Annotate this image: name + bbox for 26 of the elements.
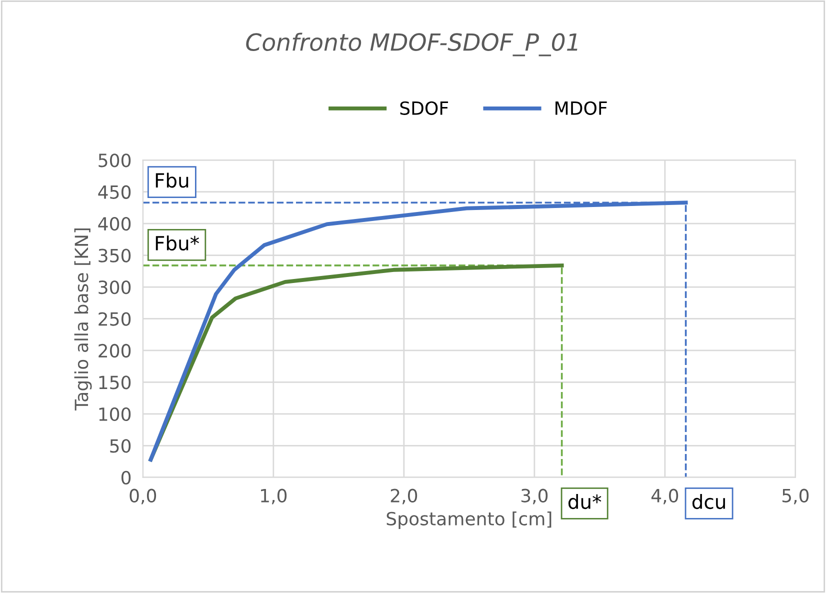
y-tick-label: 100 xyxy=(99,407,131,422)
x-tick-label: 1,0 xyxy=(261,488,287,504)
chart-title: Confronto MDOF-SDOF_P_01 xyxy=(246,32,578,56)
y-tick-label: 250 xyxy=(98,312,131,326)
x-axis-title: Spostamento [cm] xyxy=(386,512,552,529)
annotation: Fbu xyxy=(156,172,188,188)
y-tick-label: 400 xyxy=(98,217,131,231)
legend-label: MDOF xyxy=(556,101,607,115)
y-tick-label: 0 xyxy=(121,470,131,484)
y-tick-label: 200 xyxy=(98,344,131,358)
y-tick-label: 500 xyxy=(98,154,131,168)
annotation: du* xyxy=(568,494,602,510)
x-tick-label: 4,0 xyxy=(651,488,678,504)
legend-label: SDOF xyxy=(400,101,448,115)
x-tick-label: 2,0 xyxy=(390,488,418,504)
annotation: dcu xyxy=(692,494,725,510)
y-axis-title: Taglio alla base [KN] xyxy=(74,228,92,411)
y-tick-label: 50 xyxy=(110,439,131,453)
annotation: Fbu* xyxy=(156,236,199,251)
y-tick-label: 450 xyxy=(98,185,131,199)
y-tick-label: 300 xyxy=(98,280,131,294)
x-tick-label: 3,0 xyxy=(521,488,548,504)
x-tick-label: 0,0 xyxy=(130,488,156,504)
x-tick-label: 5,0 xyxy=(782,488,809,504)
y-tick-label: 150 xyxy=(99,376,131,390)
y-tick-label: 350 xyxy=(98,248,131,262)
